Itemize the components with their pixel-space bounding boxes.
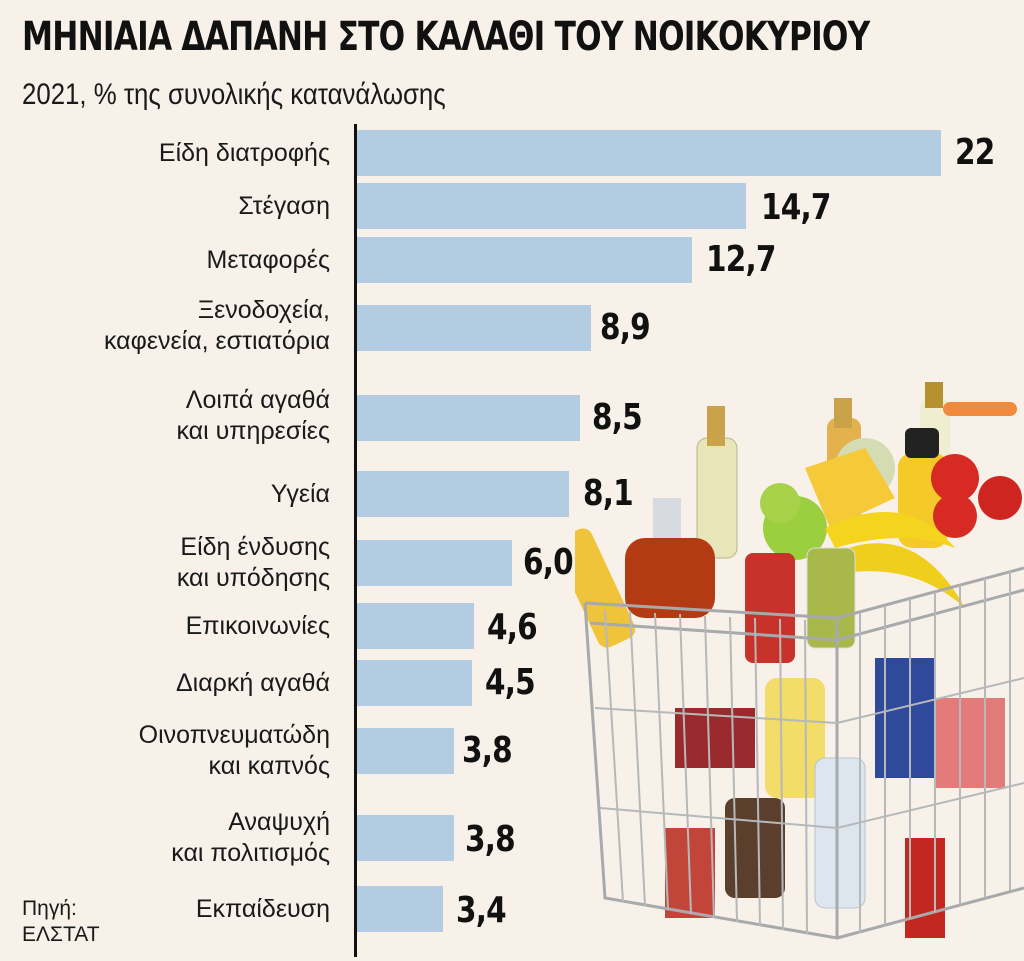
bar <box>357 815 454 861</box>
shopping-cart-illustration <box>575 382 1024 940</box>
value-label: 14,7 <box>761 187 831 228</box>
category-label: Αναψυχή και πολιτισμός <box>171 808 330 867</box>
value-label: 22 <box>955 132 995 173</box>
value-label: 3,4 <box>456 890 507 931</box>
category-label: Υγεία <box>270 480 330 508</box>
category-label: Είδη ένδυσης και υπόδησης <box>176 533 330 592</box>
category-label: Οινοπνευματώδη και καπνός <box>138 721 330 780</box>
value-label: 8,1 <box>583 473 634 514</box>
source-note: Πηγή: ΕΛΣΤΑΤ <box>22 897 100 946</box>
category-label: Μεταφορές <box>206 246 330 274</box>
category-label: Λοιπά αγαθά και υπηρεσίες <box>176 386 330 445</box>
value-label: 8,9 <box>600 307 651 348</box>
category-label: Είδη διατροφής <box>158 139 330 167</box>
value-label: 6,0 <box>523 542 574 583</box>
y-axis-line <box>354 124 357 957</box>
bar <box>357 603 474 649</box>
bar <box>357 237 692 283</box>
category-label: Ξενοδοχεία, καφενεία, εστιατόρια <box>103 296 330 355</box>
value-label: 12,7 <box>706 239 776 280</box>
bar <box>357 660 472 706</box>
chart-subtitle: 2021, % της συνολικής κατανάλωσης <box>22 78 446 111</box>
value-label: 4,5 <box>485 662 536 703</box>
value-label: 3,8 <box>462 730 513 771</box>
value-label: 4,6 <box>487 607 538 648</box>
category-label: Διαρκή αγαθά <box>175 669 330 697</box>
bar <box>357 728 454 774</box>
category-label: Στέγαση <box>238 192 330 220</box>
bar <box>357 183 746 229</box>
bar <box>357 886 443 932</box>
bar <box>357 305 591 351</box>
value-label: 3,8 <box>465 819 516 860</box>
chart-title: ΜΗΝΙΑΙΑ ΔΑΠΑΝΗ ΣΤΟ ΚΑΛΑΘΙ ΤΟΥ ΝΟΙΚΟΚΥΡΙΟ… <box>22 14 870 60</box>
category-label: Επικοινωνίες <box>185 612 330 640</box>
bar <box>357 130 941 176</box>
category-label: Εκπαίδευση <box>195 895 330 923</box>
bar <box>357 471 569 517</box>
bar <box>357 540 512 586</box>
bar <box>357 395 580 441</box>
value-label: 8,5 <box>592 397 643 438</box>
